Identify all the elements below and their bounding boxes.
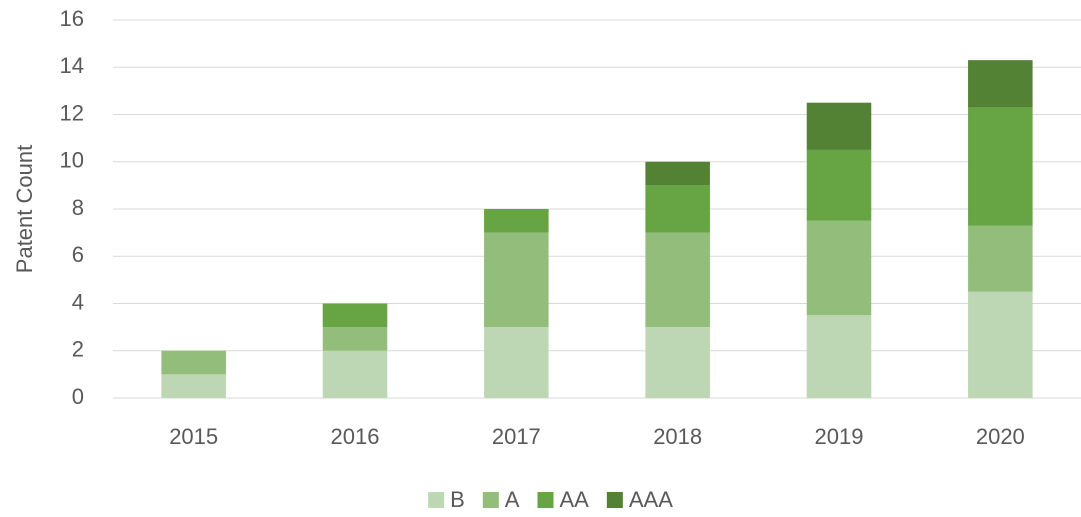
bar-segment bbox=[968, 107, 1033, 226]
bar-segment bbox=[484, 209, 549, 233]
legend-swatch bbox=[428, 492, 445, 508]
legend-label: A bbox=[505, 487, 520, 512]
bar-segment bbox=[645, 327, 710, 398]
bar-segment bbox=[806, 315, 872, 398]
y-tick-label: 16 bbox=[60, 6, 84, 31]
bar-segment bbox=[322, 350, 388, 398]
bar-segment bbox=[806, 102, 872, 150]
bar-segment bbox=[806, 149, 872, 221]
x-tick-label: 2020 bbox=[976, 424, 1025, 449]
bar-segment bbox=[161, 374, 226, 398]
legend-swatch bbox=[606, 492, 623, 508]
bar-segment bbox=[484, 232, 549, 328]
legend-label: B bbox=[450, 487, 465, 512]
legend-swatch bbox=[537, 492, 554, 508]
bar-segment bbox=[161, 350, 226, 375]
y-tick-label: 12 bbox=[60, 100, 84, 125]
x-tick-label: 2018 bbox=[653, 424, 702, 449]
y-tick-label: 2 bbox=[72, 337, 84, 362]
bar-segment bbox=[645, 185, 710, 233]
bar-segment bbox=[968, 291, 1033, 398]
bar-segment bbox=[645, 161, 710, 186]
bar-segment bbox=[322, 303, 388, 328]
x-tick-label: 2017 bbox=[492, 424, 541, 449]
bar-segment bbox=[968, 60, 1033, 108]
y-tick-label: 0 bbox=[72, 384, 84, 409]
y-tick-label: 10 bbox=[60, 148, 84, 173]
legend-label: AAA bbox=[629, 487, 673, 512]
y-tick-label: 8 bbox=[72, 195, 84, 220]
bar-segment bbox=[806, 220, 872, 316]
y-tick-label: 6 bbox=[72, 242, 84, 267]
legend-label: AA bbox=[559, 487, 589, 512]
bar-segment bbox=[484, 327, 549, 398]
legend-swatch bbox=[482, 492, 499, 508]
x-tick-label: 2019 bbox=[815, 424, 864, 449]
bar-segment bbox=[968, 225, 1033, 292]
bar-segment bbox=[645, 232, 710, 328]
y-tick-label: 14 bbox=[60, 53, 84, 78]
x-tick-label: 2016 bbox=[331, 424, 380, 449]
y-tick-label: 4 bbox=[72, 289, 84, 314]
y-axis-title: Patent Count bbox=[12, 145, 37, 273]
bar-segment bbox=[322, 327, 388, 351]
x-tick-label: 2015 bbox=[169, 424, 218, 449]
